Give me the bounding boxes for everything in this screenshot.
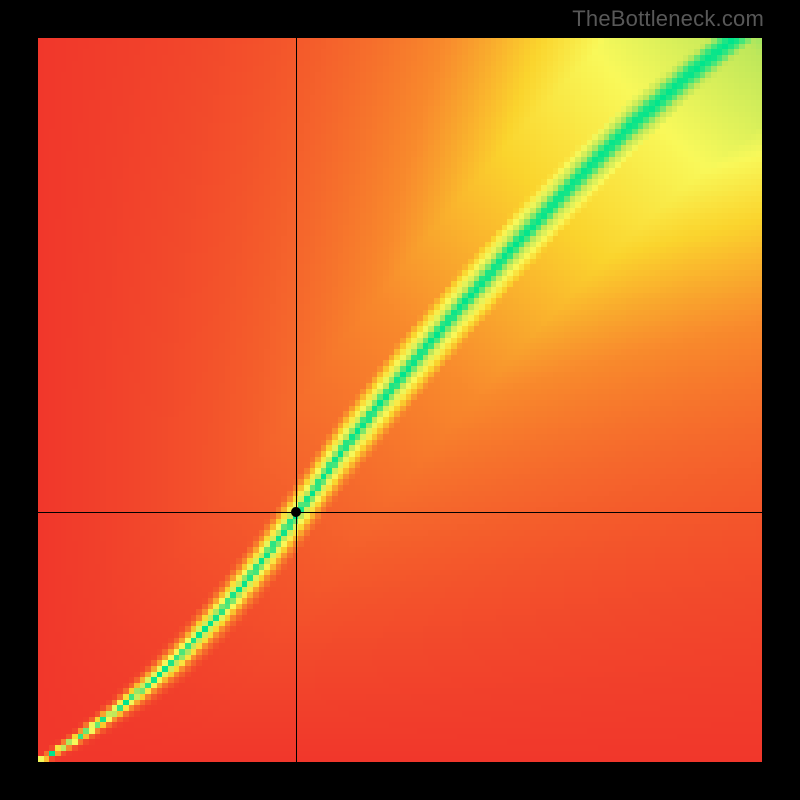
bottleneck-heatmap: [38, 38, 762, 762]
frame: TheBottleneck.com: [0, 0, 800, 800]
plot-area: [38, 38, 762, 762]
watermark-label: TheBottleneck.com: [572, 6, 764, 32]
